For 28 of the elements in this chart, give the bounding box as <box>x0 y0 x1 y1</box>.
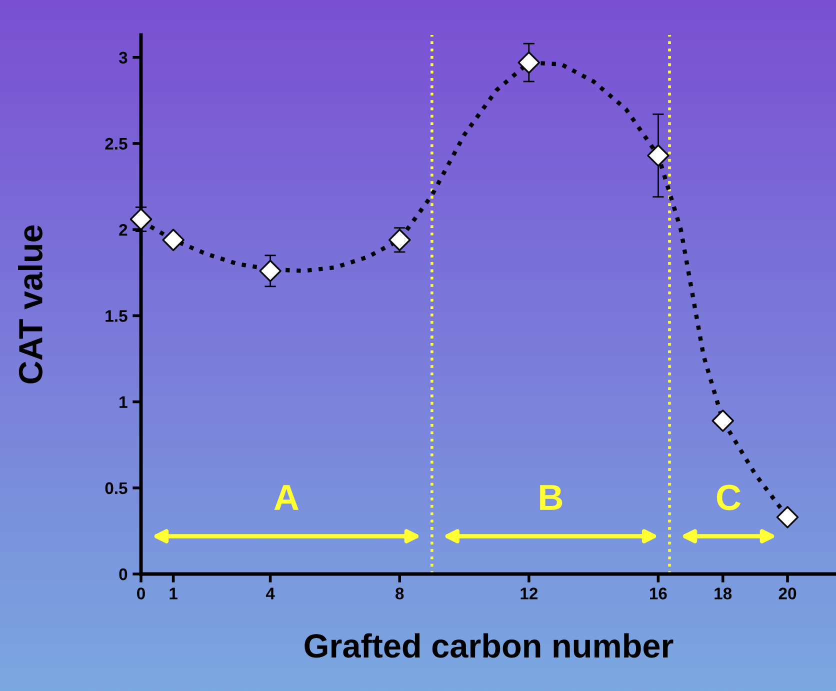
point <box>776 506 799 528</box>
y-tick-label: 1.5 <box>106 310 128 322</box>
annotation: A <box>274 485 299 510</box>
x-axis-title: Grafted carbon number <box>304 633 674 658</box>
x-tick-label: 4 <box>266 588 275 600</box>
x-tick-label: 1 <box>170 588 178 600</box>
point <box>388 228 411 252</box>
point <box>162 228 184 252</box>
x-tick-label: 12 <box>520 588 538 600</box>
y-tick-label: 2 <box>119 224 128 236</box>
y-tick-label: 0 <box>119 568 128 580</box>
point <box>518 51 540 74</box>
x-tick-label: 20 <box>778 588 796 600</box>
y-axis-title: CAT value <box>18 225 42 384</box>
x-tick-label: 18 <box>714 588 732 600</box>
point <box>259 260 282 282</box>
annotation: B <box>540 485 562 510</box>
point <box>647 144 670 167</box>
y-tick-label: 3 <box>118 52 128 64</box>
x-tick-label: 0 <box>137 588 145 600</box>
y-tick-label: 0.5 <box>105 482 128 494</box>
x-tick-label: 8 <box>396 588 404 600</box>
y-tick-label: 1 <box>120 396 128 408</box>
annotation: C <box>716 484 741 510</box>
x-tick-label: 16 <box>650 588 667 600</box>
point <box>130 208 152 230</box>
y-tick-label: 2.5 <box>105 138 128 150</box>
point <box>712 410 734 432</box>
